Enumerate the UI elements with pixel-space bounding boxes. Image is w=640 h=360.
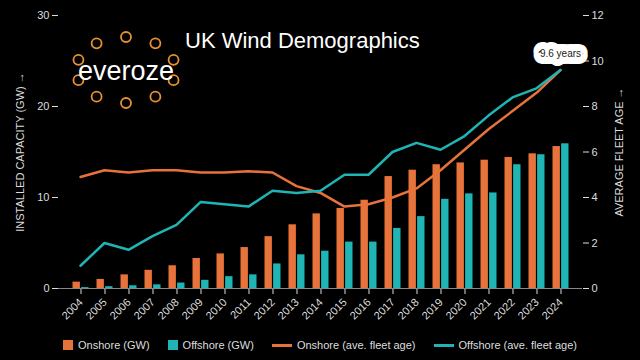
html-text:Offshore (ave. fleet age): Offshore (ave. fleet age) — [458, 339, 577, 351]
svg-text:2023: 2023 — [515, 296, 541, 322]
svg-text:10: 10 — [592, 55, 604, 67]
svg-text:8: 8 — [592, 100, 598, 112]
svg-text:0: 0 — [43, 282, 49, 294]
html-text:Onshore (GW): Onshore (GW) — [78, 339, 150, 351]
svg-text:30: 30 — [37, 9, 49, 21]
svg-text:0: 0 — [592, 282, 598, 294]
html-text:UK Wind Demographics: UK Wind Demographics — [185, 28, 420, 53]
svg-text:2022: 2022 — [491, 296, 517, 322]
svg-text:2021: 2021 — [467, 296, 493, 322]
svg-text:2018: 2018 — [395, 296, 421, 322]
html-text:Offshore (GW): Offshore (GW) — [182, 339, 254, 351]
svg-text:2017: 2017 — [371, 296, 397, 322]
svg-text:2012: 2012 — [251, 296, 277, 322]
html-text:Onshore (ave. fleet age): Onshore (ave. fleet age) — [296, 339, 416, 351]
svg-text:2013: 2013 — [275, 296, 301, 322]
svg-text:12: 12 — [592, 9, 604, 21]
svg-text:6: 6 — [592, 146, 598, 158]
svg-text:2024: 2024 — [539, 296, 565, 322]
svg-text:2008: 2008 — [155, 296, 181, 322]
svg-text:2010: 2010 — [203, 296, 229, 322]
svg-text:2019: 2019 — [419, 296, 445, 322]
svg-text:2007: 2007 — [131, 296, 157, 322]
svg-text:2016: 2016 — [347, 296, 373, 322]
svg-text:2009: 2009 — [179, 296, 205, 322]
svg-text:2: 2 — [592, 237, 598, 249]
html-text:everoze: everoze — [78, 56, 174, 86]
svg-text:10: 10 — [37, 191, 49, 203]
svg-text:AVERAGE FLEET AGE →: AVERAGE FLEET AGE → — [613, 87, 625, 216]
svg-text:2020: 2020 — [443, 296, 469, 322]
svg-text:INSTALLED CAPACITY (GW) →: INSTALLED CAPACITY (GW) → — [14, 72, 26, 232]
svg-text:9.6 years: 9.6 years — [540, 48, 581, 59]
svg-text:4: 4 — [592, 191, 598, 203]
svg-text:20: 20 — [37, 100, 49, 112]
svg-text:2014: 2014 — [299, 296, 325, 322]
svg-text:2005: 2005 — [83, 296, 109, 322]
svg-text:2015: 2015 — [323, 296, 349, 322]
svg-text:2004: 2004 — [59, 296, 85, 322]
svg-text:2006: 2006 — [107, 296, 133, 322]
svg-text:2011: 2011 — [228, 296, 253, 321]
